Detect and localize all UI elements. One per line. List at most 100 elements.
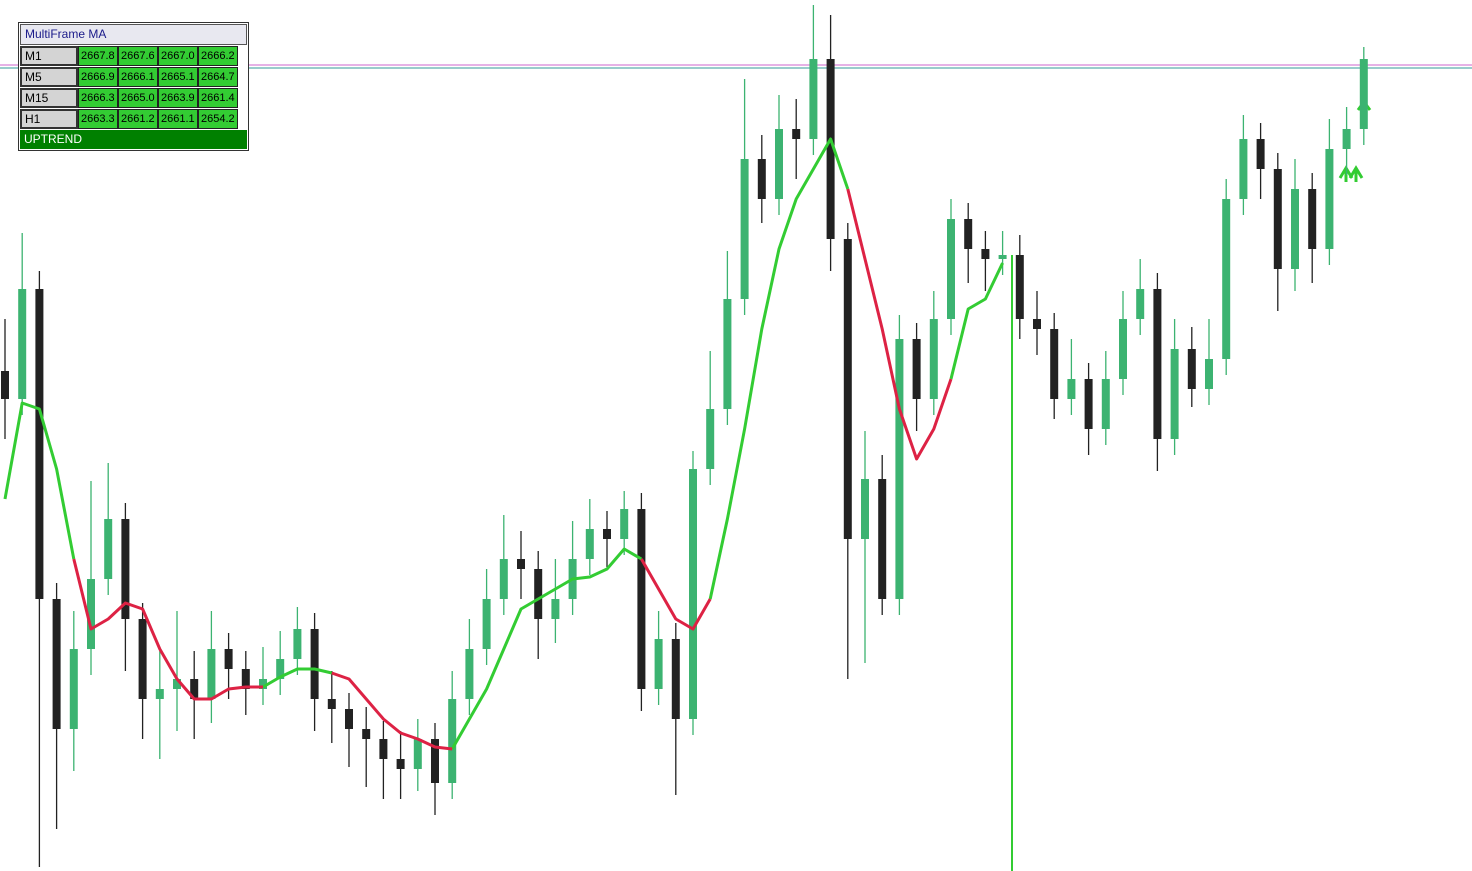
candle-body — [224, 649, 233, 669]
ma-value: 2666.9 — [78, 67, 118, 87]
candle-body — [861, 479, 869, 539]
candle-body — [878, 479, 887, 599]
candle-body — [1050, 329, 1059, 399]
candle-body — [293, 629, 302, 659]
candle-body — [585, 529, 594, 559]
candle-body — [448, 699, 457, 783]
candle-body — [379, 739, 388, 759]
candle-body — [1273, 169, 1282, 269]
candle-body — [138, 619, 147, 699]
candle-body — [396, 759, 405, 769]
panel-row: M1 2667.8 2667.6 2667.0 2666.2 — [20, 46, 247, 66]
candle-body — [1, 371, 9, 399]
ma-value: 2666.3 — [78, 88, 118, 108]
candle-body — [998, 255, 1007, 259]
panel-title: MultiFrame MA — [20, 24, 247, 45]
candle-body — [792, 129, 801, 139]
candle-body — [207, 649, 216, 699]
candle-body — [499, 559, 508, 599]
panel-rows: M1 2667.8 2667.6 2667.0 2666.2 M5 2666.9 2666.1… — [19, 46, 248, 129]
candle-body — [1187, 349, 1196, 389]
candle-body — [362, 729, 371, 739]
candle-body — [121, 519, 130, 619]
candle-body — [1101, 379, 1110, 429]
candle-body — [689, 469, 697, 719]
candle-body — [190, 679, 199, 699]
ma-value: 2654.2 — [198, 109, 238, 129]
candle-body — [482, 599, 491, 649]
moving-average — [708, 137, 850, 600]
candle-body — [517, 559, 525, 569]
candle-body — [1136, 289, 1145, 319]
candle-body — [1359, 59, 1368, 129]
moving-average — [949, 262, 1004, 380]
candle-body — [551, 599, 560, 619]
candle-body — [1308, 189, 1317, 249]
moving-average — [640, 558, 712, 631]
candle-body — [104, 519, 113, 579]
candle-body — [465, 649, 474, 699]
candle-body — [981, 249, 990, 259]
buy-arrow — [1338, 165, 1364, 182]
moving-average — [262, 667, 333, 689]
ma-value: 2663.9 — [158, 88, 198, 108]
candle-body — [637, 509, 646, 689]
candle-body — [276, 659, 285, 679]
candle-body — [1256, 139, 1265, 169]
candle-body — [1033, 319, 1041, 329]
candle-body — [1325, 149, 1334, 249]
candle-body — [1222, 199, 1231, 359]
candle-body — [912, 339, 921, 399]
ma-value: 2667.8 — [78, 46, 118, 66]
candle-body — [1239, 139, 1248, 199]
candle-body — [1291, 189, 1299, 269]
ma-value: 2666.1 — [118, 67, 158, 87]
candle-body — [413, 739, 422, 769]
panel-row: M5 2666.9 2666.1 2665.1 2664.7 — [20, 67, 247, 87]
candle-body — [706, 409, 715, 469]
candle-body — [809, 59, 818, 139]
candle-body — [757, 159, 766, 199]
candle-body — [929, 319, 938, 399]
candle-body — [1084, 379, 1093, 429]
candle-body — [241, 669, 250, 689]
candle-body — [603, 529, 611, 539]
candle-body — [620, 509, 629, 539]
candle-body — [18, 289, 27, 399]
candle-body — [947, 219, 955, 319]
timeframe-label: H1 — [20, 109, 78, 129]
ma-value: 2667.6 — [118, 46, 158, 66]
candle-body — [740, 159, 749, 299]
candle-body — [775, 129, 783, 199]
multiframe-panel: MultiFrame MA M1 2667.8 2667.6 2667.0 2666.2… — [18, 22, 249, 151]
candle-body — [723, 299, 732, 409]
candle-body — [173, 679, 181, 689]
candle-body — [671, 639, 680, 719]
moving-average — [3, 401, 76, 560]
ma-value: 2661.1 — [158, 109, 198, 129]
candle-body — [327, 699, 336, 709]
candle-body — [259, 679, 267, 689]
candle-body — [1119, 319, 1127, 379]
moving-average — [331, 671, 453, 751]
candle-body — [52, 599, 61, 729]
candle-body — [155, 689, 164, 699]
panel-row: M15 2666.3 2665.0 2663.9 2661.4 — [20, 88, 247, 108]
candle-body — [69, 649, 78, 729]
candle-body — [1015, 255, 1024, 319]
timeframe-label: M5 — [20, 67, 78, 87]
candle-body — [1205, 359, 1213, 389]
candle-body — [310, 629, 319, 699]
ma-value: 2667.0 — [158, 46, 198, 66]
candle-body — [534, 569, 543, 619]
candle-body — [1153, 289, 1162, 439]
ma-value: 2664.7 — [198, 67, 238, 87]
ma-value: 2665.1 — [158, 67, 198, 87]
timeframe-label: M15 — [20, 88, 78, 108]
timeframe-label: M1 — [20, 46, 78, 66]
ma-value: 2666.2 — [198, 46, 238, 66]
candle-body — [1170, 349, 1179, 439]
candle-body — [964, 219, 973, 249]
candle-body — [35, 289, 44, 599]
